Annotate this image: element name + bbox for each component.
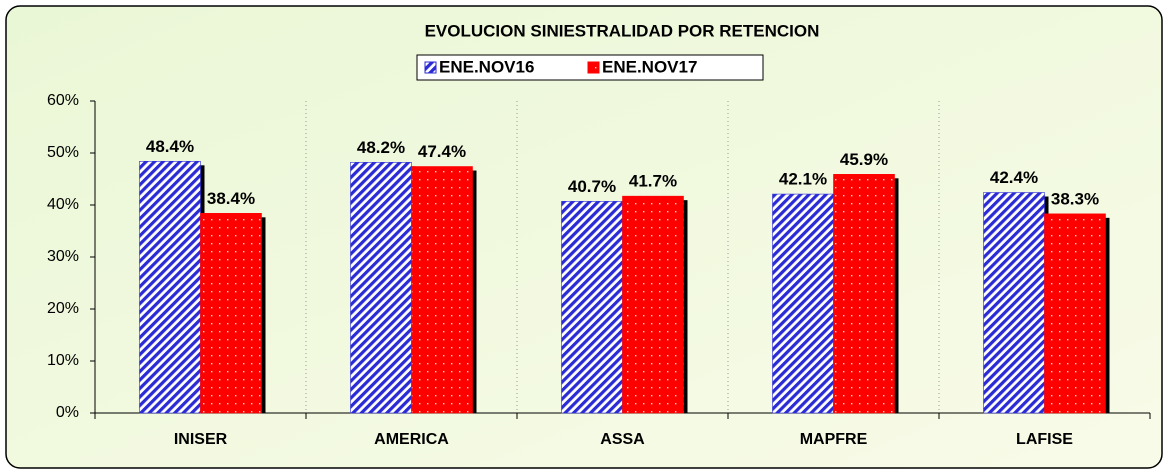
- value-label: 40.7%: [568, 177, 616, 196]
- bar: [1044, 213, 1106, 414]
- y-tick-label: 60%: [47, 92, 79, 109]
- x-tick-label: LAFISE: [1016, 431, 1073, 448]
- value-label: 45.9%: [840, 150, 888, 169]
- x-tick-label: INISER: [174, 431, 228, 448]
- bar: [411, 166, 473, 414]
- y-tick-label: 0%: [56, 404, 79, 421]
- legend-label: ENE.NOV16: [439, 57, 534, 76]
- y-tick-label: 20%: [47, 300, 79, 317]
- y-tick-label: 40%: [47, 196, 79, 213]
- value-label: 41.7%: [629, 172, 677, 191]
- x-tick-label: MAPFRE: [800, 431, 868, 448]
- x-tick-label: ASSA: [600, 431, 645, 448]
- bar: [983, 192, 1045, 414]
- value-label: 38.4%: [207, 189, 255, 208]
- y-tick-label: 10%: [47, 352, 79, 369]
- y-tick-label: 30%: [47, 248, 79, 265]
- value-label: 48.4%: [146, 137, 194, 156]
- legend-swatch: [587, 61, 600, 74]
- bar: [622, 195, 684, 414]
- value-label: 42.1%: [779, 170, 827, 189]
- bar: [772, 193, 834, 414]
- bar: [561, 201, 623, 414]
- bar: [139, 161, 201, 414]
- y-tick-label: 50%: [47, 144, 79, 161]
- legend-label: ENE.NOV17: [602, 57, 697, 76]
- value-label: 42.4%: [990, 168, 1038, 187]
- value-label: 47.4%: [418, 142, 466, 161]
- legend-swatch: [424, 61, 437, 74]
- value-label: 48.2%: [357, 138, 405, 157]
- x-tick-label: AMERICA: [374, 431, 449, 448]
- value-label: 38.3%: [1051, 189, 1099, 208]
- bar: [200, 213, 262, 414]
- bar: [350, 162, 412, 414]
- chart-title: EVOLUCION SINIESTRALIDAD POR RETENCION: [425, 21, 820, 40]
- bar: [833, 174, 895, 414]
